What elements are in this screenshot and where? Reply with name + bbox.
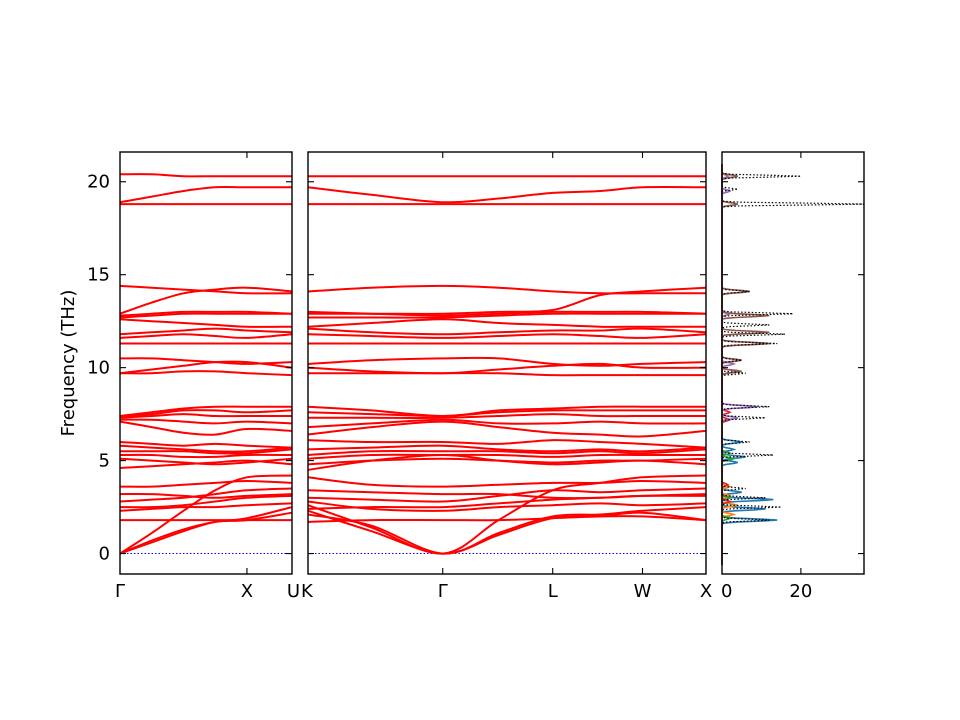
band-line-13 <box>119 444 293 453</box>
band-line-25 <box>119 327 293 336</box>
band-line-25 <box>307 327 707 336</box>
band-line-27 <box>119 312 292 319</box>
band-line-3 <box>307 515 707 523</box>
band-line-15 <box>119 420 293 436</box>
dos-curves <box>721 164 865 565</box>
band-line-28 <box>119 310 293 317</box>
band-line-21 <box>307 362 707 375</box>
band-line-0 <box>307 474 707 555</box>
x-tick-label: 0 <box>721 581 732 602</box>
axes-frame-gamma-x-u <box>119 151 293 575</box>
band-line-4 <box>307 500 707 512</box>
y-tick-label: 5 <box>99 451 110 472</box>
y-tick-label: 10 <box>87 358 110 379</box>
band-line-13 <box>307 444 707 453</box>
band-line-12 <box>120 448 293 455</box>
band-lines-gamma-x-u <box>119 173 293 555</box>
x-tick-label: Γ <box>438 581 448 602</box>
band-line-26 <box>119 318 293 328</box>
band-line-2 <box>307 506 707 555</box>
y-tick-label: 0 <box>99 544 110 565</box>
band-line-7 <box>307 489 707 500</box>
y-tick-label: 15 <box>87 265 110 286</box>
band-line-11 <box>119 453 293 459</box>
band-line-24 <box>307 333 707 339</box>
y-axis-label: Frequency (THz) <box>58 290 79 437</box>
band-line-14 <box>119 441 293 449</box>
x-tick-label: X <box>241 581 253 602</box>
band-line-18 <box>119 409 293 417</box>
band-line-10 <box>307 457 707 466</box>
band-line-21 <box>119 360 293 375</box>
band-line-0 <box>119 474 293 555</box>
band-line-29 <box>307 284 706 295</box>
band-line-7 <box>119 492 293 499</box>
band-line-4 <box>119 502 293 512</box>
x-tick-label: L <box>548 581 558 602</box>
band-line-12 <box>307 448 707 456</box>
x-tick-label: 20 <box>789 581 812 602</box>
dos-panel: 0 20 <box>721 151 865 602</box>
total-dos-curve <box>721 164 865 565</box>
ticks-dos: 0 20 <box>721 152 864 602</box>
band-line-17 <box>119 413 292 419</box>
axes-frame-dos <box>721 151 865 575</box>
band-line-20 <box>308 372 706 377</box>
band-line-22 <box>119 357 293 365</box>
x-tick-label: W <box>634 581 652 602</box>
band-line-2 <box>119 506 293 555</box>
x-tick-label: K <box>301 581 314 602</box>
band-line-20 <box>119 370 293 377</box>
band-line-33 <box>119 173 292 178</box>
axes-frame-k-gamma-l-w-x <box>307 151 707 575</box>
band-line-9 <box>307 454 707 471</box>
band-lines-k-gamma-l-w-x <box>307 175 707 555</box>
band-line-19 <box>307 405 706 417</box>
band-line-17 <box>308 413 706 419</box>
y-tick-label: 20 <box>87 172 110 193</box>
x-tick-label: Γ <box>115 581 125 602</box>
band-line-27 <box>308 312 706 319</box>
x-tick-label: X <box>700 581 712 602</box>
band-line-8 <box>307 476 707 488</box>
band-line-16 <box>119 418 293 425</box>
band-line-32 <box>119 186 292 204</box>
band-line-22 <box>307 356 707 367</box>
x-tick-label: U <box>287 581 300 602</box>
band-line-6 <box>307 487 707 503</box>
band-line-1 <box>119 511 293 555</box>
band-line-8 <box>119 480 293 488</box>
band-line-26 <box>307 318 706 328</box>
band-line-5 <box>119 494 293 509</box>
band-line-15 <box>307 420 707 438</box>
band-line-14 <box>307 439 707 449</box>
band-line-1 <box>307 509 707 555</box>
band-line-16 <box>307 418 707 429</box>
band-line-18 <box>307 409 706 418</box>
band-line-30 <box>119 286 293 315</box>
band-line-32 <box>307 186 707 204</box>
band-line-10 <box>119 457 293 466</box>
band-line-24 <box>119 333 293 339</box>
y-tick-labels: 0 5 10 15 20 <box>87 172 110 565</box>
band-line-11 <box>307 453 706 460</box>
band-line-19 <box>119 405 292 417</box>
band-line-30 <box>308 286 707 315</box>
